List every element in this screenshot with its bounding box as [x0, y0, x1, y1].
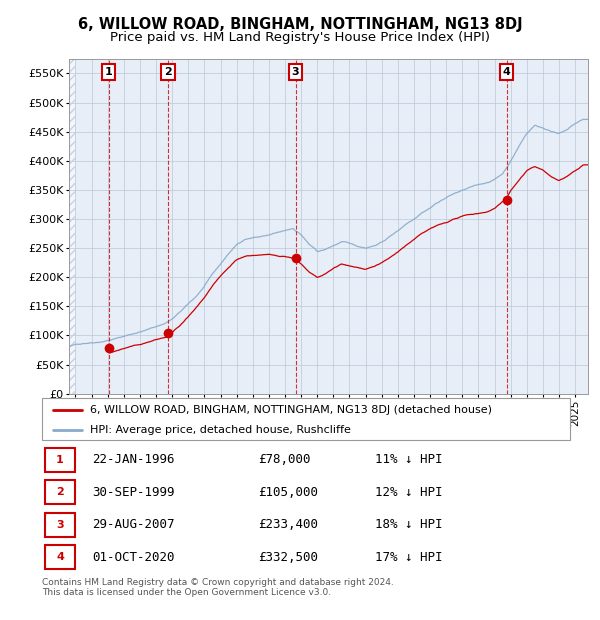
Text: 4: 4: [56, 552, 64, 562]
Text: 29-AUG-2007: 29-AUG-2007: [92, 518, 175, 531]
Text: 6, WILLOW ROAD, BINGHAM, NOTTINGHAM, NG13 8DJ (detached house): 6, WILLOW ROAD, BINGHAM, NOTTINGHAM, NG1…: [89, 405, 491, 415]
Text: Contains HM Land Registry data © Crown copyright and database right 2024.
This d: Contains HM Land Registry data © Crown c…: [42, 578, 394, 597]
Text: 12% ↓ HPI: 12% ↓ HPI: [374, 485, 442, 498]
Text: £78,000: £78,000: [259, 453, 311, 466]
Text: 18% ↓ HPI: 18% ↓ HPI: [374, 518, 442, 531]
Text: HPI: Average price, detached house, Rushcliffe: HPI: Average price, detached house, Rush…: [89, 425, 350, 435]
Text: 01-OCT-2020: 01-OCT-2020: [92, 551, 175, 564]
FancyBboxPatch shape: [42, 398, 570, 440]
Text: 4: 4: [503, 67, 511, 78]
FancyBboxPatch shape: [44, 480, 75, 504]
Text: 11% ↓ HPI: 11% ↓ HPI: [374, 453, 442, 466]
Text: 30-SEP-1999: 30-SEP-1999: [92, 485, 175, 498]
FancyBboxPatch shape: [44, 513, 75, 537]
Text: Price paid vs. HM Land Registry's House Price Index (HPI): Price paid vs. HM Land Registry's House …: [110, 31, 490, 44]
Text: £332,500: £332,500: [259, 551, 319, 564]
Text: 1: 1: [105, 67, 113, 78]
Text: 22-JAN-1996: 22-JAN-1996: [92, 453, 175, 466]
FancyBboxPatch shape: [44, 448, 75, 472]
Text: 17% ↓ HPI: 17% ↓ HPI: [374, 551, 442, 564]
FancyBboxPatch shape: [44, 545, 75, 569]
Text: 3: 3: [56, 520, 64, 529]
Text: 2: 2: [56, 487, 64, 497]
Text: £233,400: £233,400: [259, 518, 319, 531]
Text: 1: 1: [56, 454, 64, 464]
Text: £105,000: £105,000: [259, 485, 319, 498]
Text: 2: 2: [164, 67, 172, 78]
Text: 3: 3: [292, 67, 299, 78]
Text: 6, WILLOW ROAD, BINGHAM, NOTTINGHAM, NG13 8DJ: 6, WILLOW ROAD, BINGHAM, NOTTINGHAM, NG1…: [77, 17, 523, 32]
